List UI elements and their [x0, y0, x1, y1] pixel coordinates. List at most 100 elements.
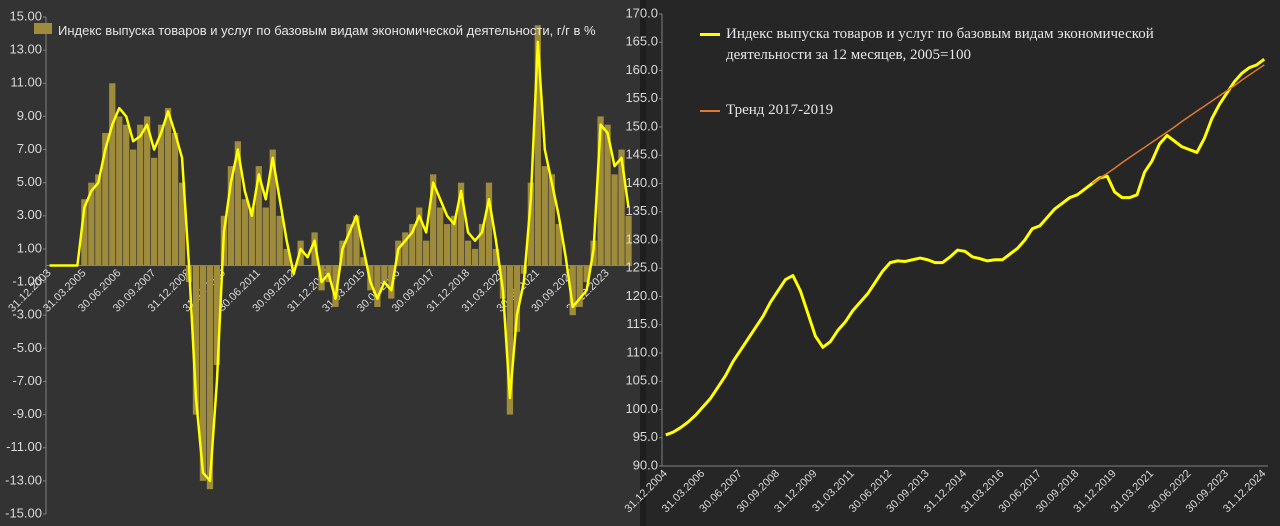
bar: [116, 116, 123, 266]
bar: [213, 265, 221, 365]
y-tick-label: 140.0: [625, 175, 658, 190]
bar: [227, 166, 235, 266]
bar: [464, 240, 472, 266]
bar: [527, 182, 534, 266]
bar: [150, 157, 158, 266]
bar: [157, 124, 165, 266]
bar: [457, 182, 465, 266]
bar: [597, 116, 604, 266]
legend-swatch: [700, 33, 720, 36]
legend-label: Тренд 2017-2019: [726, 102, 834, 118]
y-tick-label: 5.00: [17, 174, 42, 189]
bar: [144, 116, 151, 266]
y-tick-label: 9.00: [17, 108, 42, 123]
line: [1091, 64, 1265, 185]
bar: [192, 265, 200, 415]
legend-left: Индекс выпуска товаров и услуг по базовы…: [34, 20, 634, 41]
bar: [402, 232, 409, 266]
y-tick-label: -11.00: [6, 439, 42, 454]
bar: [353, 215, 360, 266]
bar: [506, 265, 514, 415]
bar: [311, 232, 318, 266]
bar: [416, 207, 423, 266]
bar: [388, 265, 395, 299]
bar: [346, 224, 353, 266]
bar: [583, 265, 590, 283]
y-tick-label: 160.0: [625, 62, 658, 77]
line: [49, 40, 630, 483]
y-tick-label: 145.0: [625, 147, 658, 162]
bar: [374, 265, 381, 307]
bar: [437, 207, 444, 266]
y-tick-label: 11.00: [10, 75, 42, 90]
y-tick-label: -1.00: [12, 274, 42, 289]
legend-right-2: Тренд 2017-2019: [700, 100, 1100, 121]
bar: [178, 182, 186, 266]
bar: [248, 207, 255, 266]
y-tick-label: 170.0: [625, 5, 658, 20]
legend-label: Индекс выпуска товаров и услуг по базовы…: [726, 26, 1154, 63]
bar: [534, 25, 541, 266]
y-tick-label: -13.00: [5, 472, 42, 487]
y-tick-label: 165.0: [625, 34, 658, 49]
bar: [604, 124, 611, 266]
bar: [555, 224, 562, 266]
bar: [409, 224, 416, 266]
bar: [199, 265, 207, 481]
legend-swatch: [700, 110, 720, 112]
y-tick-label: 130.0: [625, 231, 658, 246]
bar: [283, 248, 290, 266]
bar: [430, 174, 437, 266]
bar: [164, 108, 172, 266]
bar: [450, 215, 458, 266]
bar: [171, 132, 179, 266]
y-tick-label: 125.0: [625, 260, 658, 275]
legend-right-1: Индекс выпуска товаров и услуг по базовы…: [700, 24, 1220, 66]
bar: [513, 265, 521, 332]
y-tick-label: 7.00: [17, 141, 42, 156]
bar: [541, 166, 548, 266]
bar: [255, 166, 262, 266]
y-tick-label: 110.0: [626, 344, 658, 359]
bar: [576, 265, 583, 307]
bar: [102, 132, 109, 266]
bar: [241, 199, 248, 266]
bar: [471, 248, 479, 266]
y-tick-label: 1.00: [17, 240, 42, 255]
bar: [234, 141, 241, 266]
line: [665, 58, 1266, 437]
bar: [123, 124, 130, 266]
y-tick-label: 150.0: [625, 118, 658, 133]
y-tick-label: 155.0: [625, 90, 658, 105]
bar: [332, 265, 339, 307]
y-tick-label: -15.00: [5, 505, 42, 520]
y-tick-label: 135.0: [625, 203, 658, 218]
right-panel: [646, 0, 1280, 526]
y-tick-label: 95.0: [633, 429, 658, 444]
y-tick-label: -3.00: [12, 307, 42, 322]
bar: [109, 83, 116, 266]
y-tick-label: -7.00: [12, 373, 42, 388]
bar: [269, 149, 276, 266]
bar: [88, 182, 95, 266]
bar: [262, 207, 269, 266]
bar: [137, 124, 144, 266]
bar: [381, 265, 388, 283]
bar: [206, 265, 214, 490]
bar: [130, 149, 137, 266]
y-tick-label: 3.00: [17, 207, 42, 222]
bar: [276, 215, 283, 266]
y-tick-label: -5.00: [12, 340, 42, 355]
bar: [423, 240, 430, 266]
bar: [492, 248, 500, 266]
bar: [611, 174, 618, 266]
y-tick-label: -9.00: [12, 406, 42, 421]
bar: [569, 265, 576, 316]
y-tick-label: 13.00: [9, 42, 42, 57]
bar: [625, 215, 632, 266]
bar: [95, 174, 102, 266]
y-tick-label: 115.0: [626, 316, 658, 331]
legend-swatch: [34, 23, 52, 34]
y-tick-label: 100.0: [625, 401, 658, 416]
